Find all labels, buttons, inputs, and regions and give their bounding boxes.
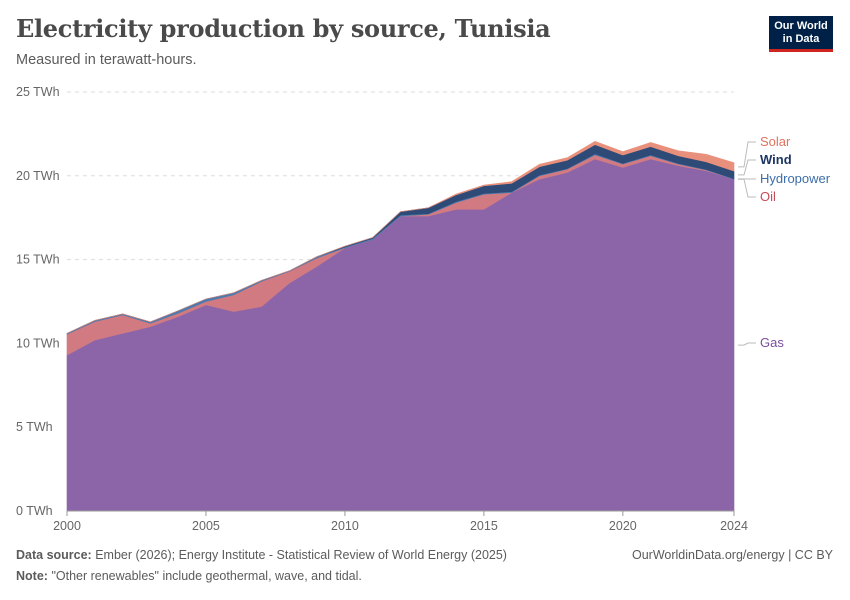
area-solar[interactable] bbox=[66, 140, 735, 334]
stacked-area-chart: 0 TWh 5 TWh 10 TWh 15 TWh 20 TWh 25 TWh 2000 20… bbox=[16, 85, 831, 533]
legend-label-hydropower[interactable]: Hydropower bbox=[760, 171, 831, 186]
data-source-label: Data source: bbox=[16, 548, 92, 562]
y-tick-label-5: 5 TWh bbox=[16, 420, 53, 434]
x-tick-label-2020: 2020 bbox=[609, 519, 637, 533]
y-tick-label-20: 20 TWh bbox=[16, 169, 60, 183]
legend-label-gas[interactable]: Gas bbox=[760, 335, 784, 350]
legend-connector-wind bbox=[738, 159, 756, 176]
note-label: Note: bbox=[16, 569, 48, 583]
x-tick-label-2005: 2005 bbox=[192, 519, 220, 533]
x-tick-label-2015: 2015 bbox=[470, 519, 498, 533]
y-tick-label-10: 10 TWh bbox=[16, 336, 60, 350]
chart-title: Electricity production by source, Tunisi… bbox=[16, 14, 551, 43]
chart-note: Note: "Other renewables" include geother… bbox=[16, 569, 362, 583]
y-tick-label-0: 0 TWh bbox=[16, 504, 53, 518]
x-tick-label-2000: 2000 bbox=[53, 519, 81, 533]
y-tick-label-15: 15 TWh bbox=[16, 253, 60, 267]
owid-logo[interactable]: Our World in Data bbox=[769, 16, 833, 52]
logo-line-1: Our World bbox=[774, 20, 828, 32]
chart-subtitle: Measured in terawatt-hours. bbox=[16, 52, 197, 68]
data-source: Data source: Ember (2026); Energy Instit… bbox=[16, 548, 507, 562]
legend-label-wind[interactable]: Wind bbox=[760, 152, 792, 167]
data-source-text: Ember (2026); Energy Institute - Statist… bbox=[95, 548, 507, 562]
x-tick-label-2010: 2010 bbox=[331, 519, 359, 533]
x-tick-label-2024: 2024 bbox=[720, 519, 748, 533]
y-tick-label-25: 25 TWh bbox=[16, 85, 60, 99]
legend-connector-gas bbox=[738, 342, 756, 346]
logo-line-2: in Data bbox=[782, 33, 820, 45]
credit-link[interactable]: OurWorldinData.org/energy | CC BY bbox=[631, 548, 833, 562]
legend-connector-oil bbox=[738, 178, 756, 198]
legend-connector-solar bbox=[738, 141, 756, 168]
legend-label-solar[interactable]: Solar bbox=[760, 134, 791, 149]
note-text: "Other renewables" include geothermal, w… bbox=[51, 569, 362, 583]
legend-label-oil[interactable]: Oil bbox=[760, 189, 776, 204]
